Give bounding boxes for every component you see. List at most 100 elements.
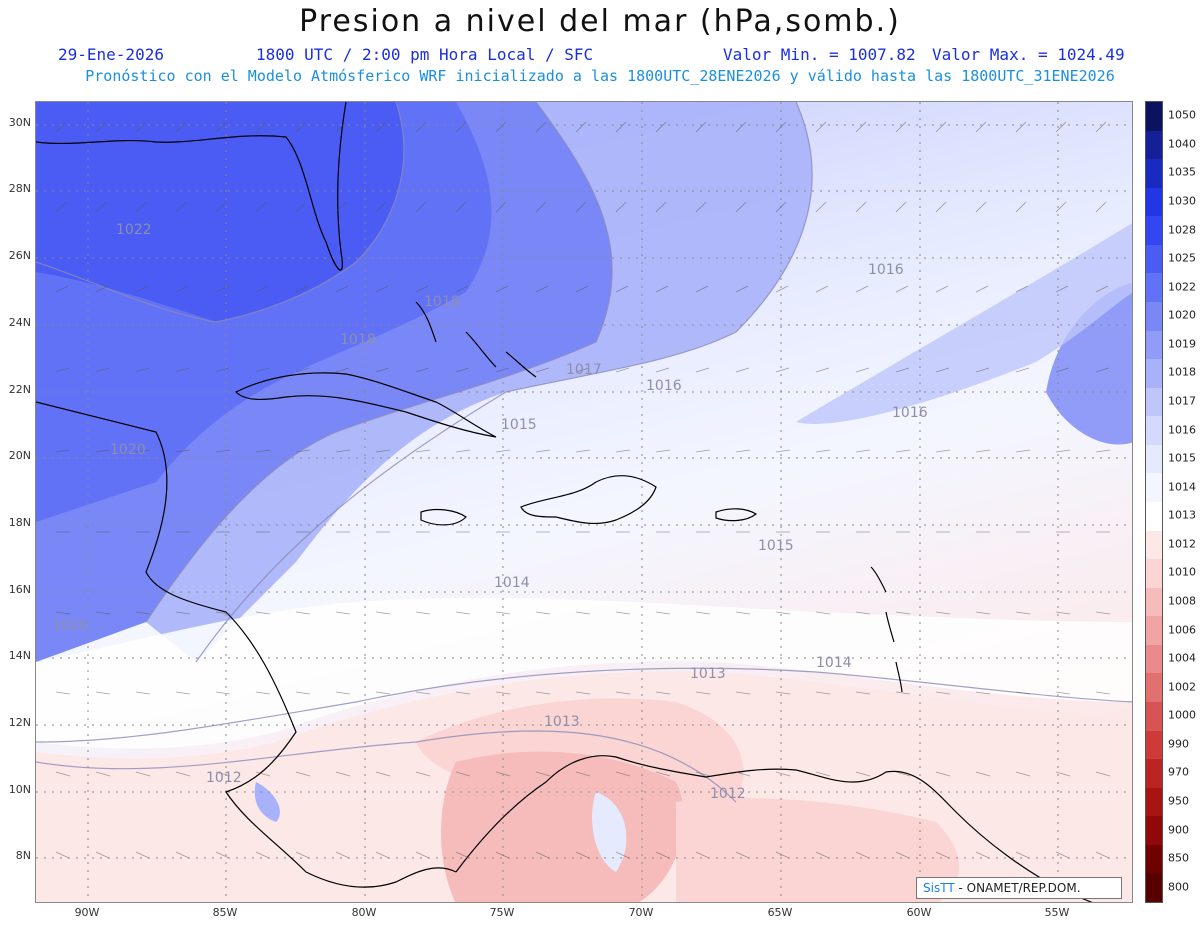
pressure-region-east-1017 (796, 223, 1132, 424)
credit-box: SisTT - ONAMET/REP.DOM. (916, 877, 1122, 899)
colorbar-segment (1146, 673, 1162, 703)
colorbar-segment (1146, 730, 1162, 760)
pressure-colorbar (1145, 101, 1163, 903)
latitude-label: 20N (8, 449, 31, 462)
colorbar-level-label: 1002 (1168, 680, 1196, 694)
colorbar-segment (1146, 759, 1162, 789)
colorbar-segment (1146, 159, 1162, 189)
colorbar-level-label: 1028 (1168, 223, 1196, 237)
pressure-map: 1022 1018 1016 1018 1017 1016 1016 1015 … (35, 101, 1133, 903)
latitude-label: 10N (8, 783, 31, 796)
latitude-label: 26N (8, 249, 31, 262)
colorbar-segment (1146, 530, 1162, 560)
date-label: 29-Ene-2026 (58, 45, 164, 64)
colorbar-segment (1146, 387, 1162, 417)
max-value-label: Valor Max. = 1024.49 (932, 45, 1125, 64)
colorbar-segment (1146, 102, 1162, 132)
colorbar-level-label: 900 (1168, 823, 1189, 837)
colorbar-level-label: 1040 (1168, 137, 1196, 151)
pressure-region-1010-east (676, 798, 959, 902)
colorbar-level-label: 1000 (1168, 708, 1196, 722)
contour-label: 1014 (816, 655, 852, 671)
colorbar-level-label: 1018 (1168, 365, 1196, 379)
colorbar-level-label: 1015 (1168, 451, 1196, 465)
latitude-label: 28N (8, 182, 31, 195)
colorbar-segment (1146, 644, 1162, 674)
colorbar-level-label: 1013 (1168, 508, 1196, 522)
forecast-info: Pronóstico con el Modelo Atmósferico WRF… (85, 67, 1115, 85)
longitude-label: 75W (489, 906, 515, 919)
colorbar-segment (1146, 302, 1162, 332)
contour-label: 1013 (544, 714, 580, 730)
contour-label: 1018 (340, 332, 376, 348)
colorbar-level-label: 970 (1168, 765, 1189, 779)
credit-org: - ONAMET/REP.DOM. (958, 881, 1081, 895)
latitude-label: 30N (8, 116, 31, 129)
wind-barbs (55, 121, 1111, 859)
longitude-label: 65W (767, 906, 793, 919)
colorbar-segment (1146, 330, 1162, 360)
longitude-label: 80W (351, 906, 377, 919)
time-label: 1800 UTC / 2:00 pm Hora Local / SFC (256, 45, 594, 64)
colorbar-segment (1146, 359, 1162, 389)
pressure-region-1022 (36, 102, 404, 322)
colorbar-level-label: 800 (1168, 880, 1189, 894)
colorbar-level-label: 1017 (1168, 394, 1196, 408)
pressure-region-local-high (592, 792, 627, 872)
colorbar-segment (1146, 616, 1162, 646)
contour-label: 1013 (690, 666, 726, 682)
lat-lon-grid (36, 102, 1132, 902)
colorbar-segment (1146, 844, 1162, 874)
colorbar-segment (1146, 244, 1162, 274)
longitude-label: 85W (212, 906, 238, 919)
contour-label: 1014 (494, 575, 530, 591)
colorbar-segment (1146, 502, 1162, 532)
colorbar-segment (1146, 702, 1162, 732)
colorbar-segment (1146, 444, 1162, 474)
colorbar-segment (1146, 559, 1162, 589)
pressure-region-1008 (441, 751, 684, 902)
colorbar-level-label: 990 (1168, 737, 1189, 751)
longitude-label: 55W (1044, 906, 1070, 919)
colorbar-level-label: 1012 (1168, 537, 1196, 551)
info-line: 29-Ene-2026 1800 UTC / 2:00 pm Hora Loca… (0, 45, 1200, 65)
colorbar-level-label: 1025 (1168, 251, 1196, 265)
contour-label: 1020 (110, 442, 146, 458)
colorbar-segment (1146, 273, 1162, 303)
contour-label: 1018 (424, 294, 460, 310)
latitude-label: 22N (8, 383, 31, 396)
colorbar-level-label: 950 (1168, 794, 1189, 808)
colorbar-level-label: 1020 (1168, 308, 1196, 322)
colorbar-level-label: 1050 (1168, 108, 1196, 122)
longitude-label: 60W (906, 906, 932, 919)
contour-label: 1015 (758, 538, 794, 554)
colorbar-level-label: 850 (1168, 851, 1189, 865)
map-canvas: 1022 1018 1016 1018 1017 1016 1016 1015 … (36, 102, 1132, 902)
sistt-logo: SisTT (923, 881, 955, 895)
latitude-label: 18N (8, 516, 31, 529)
colorbar-segment (1146, 873, 1162, 903)
contour-label: 1017 (566, 362, 602, 378)
min-value-label: Valor Min. = 1007.82 (723, 45, 916, 64)
coastlines (36, 102, 1093, 902)
contour-label: 1016 (892, 405, 928, 421)
isobar-contours (36, 102, 1132, 803)
pressure-region-1018 (146, 102, 813, 662)
colorbar-segment (1146, 416, 1162, 446)
latitude-label: 16N (8, 583, 31, 596)
longitude-label: 90W (74, 906, 100, 919)
colorbar-level-label: 1008 (1168, 594, 1196, 608)
latitude-label: 12N (8, 716, 31, 729)
colorbar-level-label: 1014 (1168, 480, 1196, 494)
colorbar-segment (1146, 816, 1162, 846)
latitude-label: 24N (8, 316, 31, 329)
colorbar-segment (1146, 130, 1162, 160)
colorbar-segment (1146, 587, 1162, 617)
latitude-label: 8N (15, 849, 31, 862)
colorbar-segment (1146, 473, 1162, 503)
contour-label: 1022 (116, 222, 152, 238)
colorbar-level-label: 1010 (1168, 565, 1196, 579)
contour-label: 1020 (52, 618, 88, 634)
colorbar-level-label: 1035 (1168, 165, 1196, 179)
pressure-region-1014 (36, 597, 1132, 749)
